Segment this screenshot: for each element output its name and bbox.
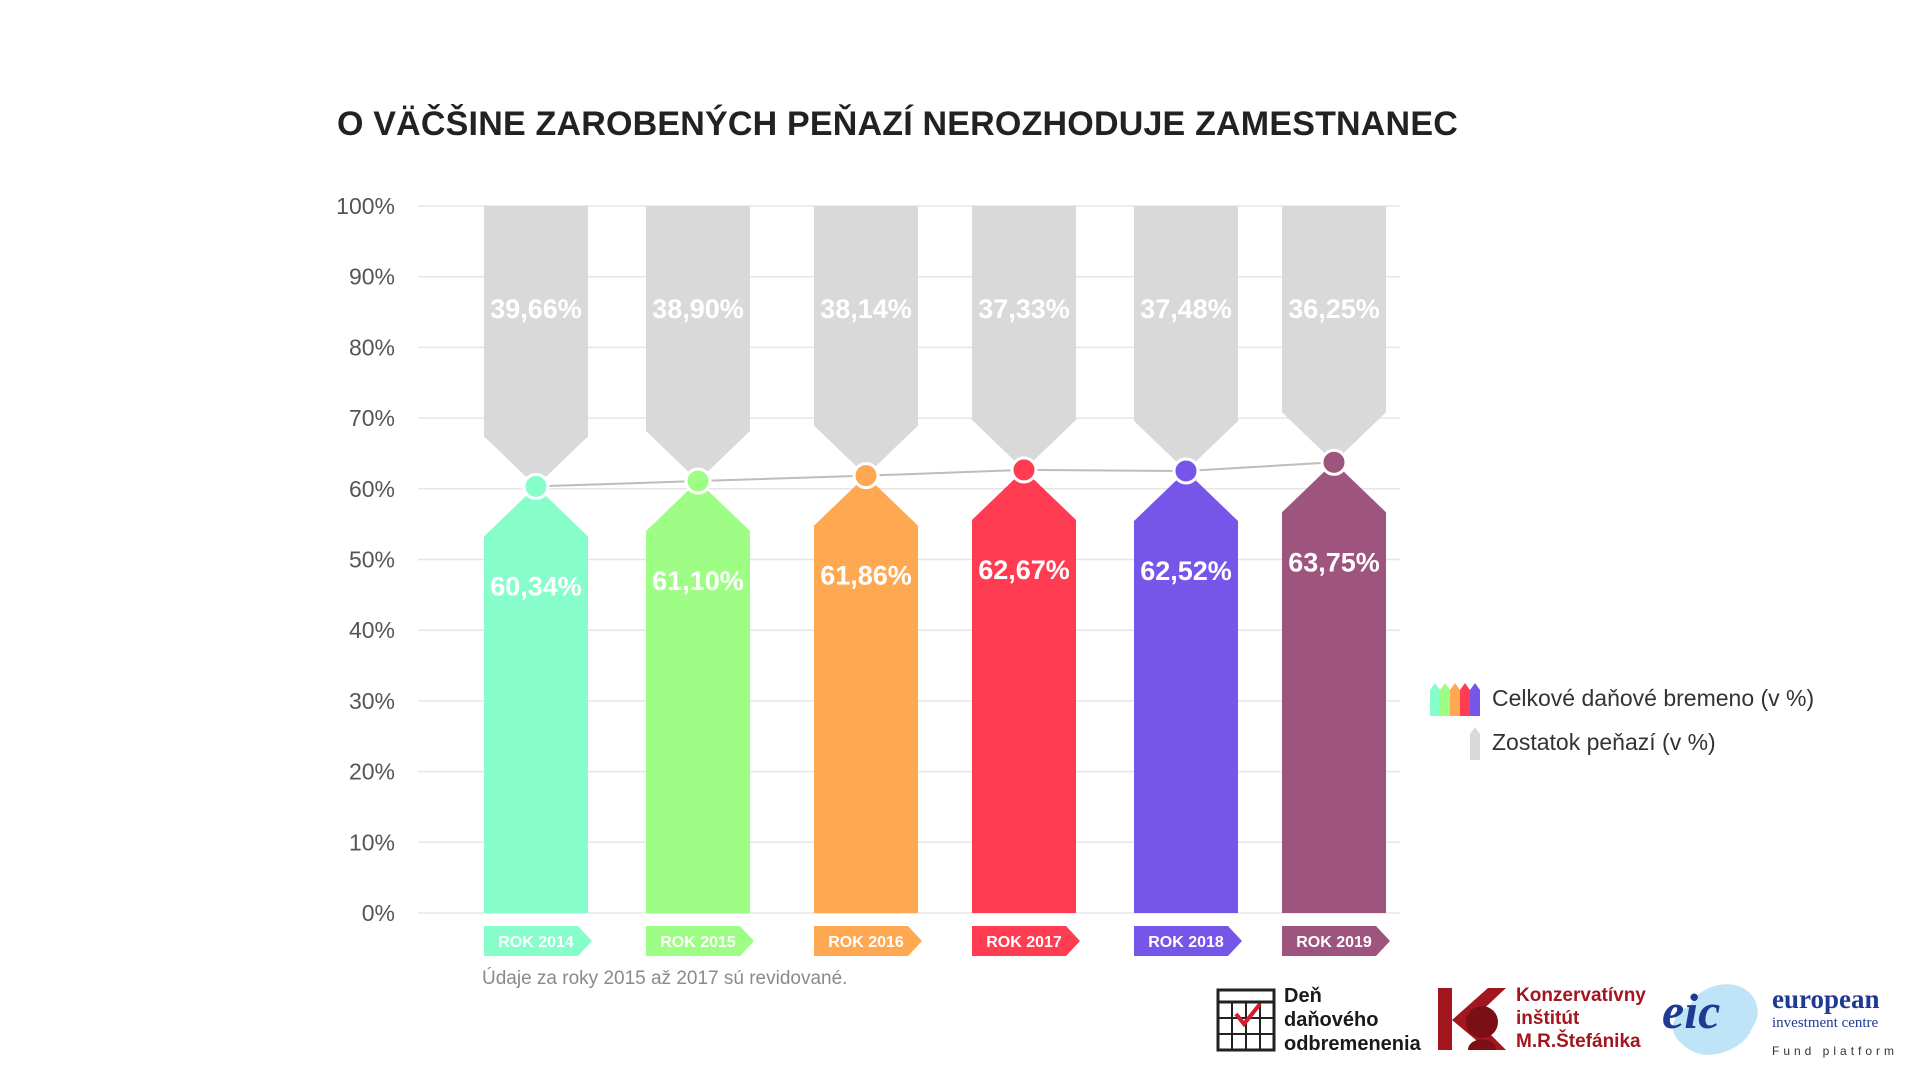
grey-arrow-icon — [1470, 727, 1480, 760]
y-tick-label: 40% — [349, 617, 395, 643]
portrait-emblem-icon — [1438, 988, 1506, 1050]
bar-remainder — [814, 206, 918, 476]
logo-den-line: Deň — [1284, 985, 1322, 1007]
tax-value-label: 62,67% — [978, 555, 1070, 585]
logo-eic-mark: eic — [1662, 983, 1721, 1039]
bar-tax-burden — [814, 475, 918, 913]
bar-tax-burden — [972, 469, 1076, 913]
data-point — [1010, 456, 1038, 484]
tax-value-label: 62,52% — [1140, 556, 1232, 586]
bar-remainder — [646, 206, 750, 482]
data-labels: 60,34% 39,66% 61,10% 38,90% 61,86% 38,14% 62,6… — [490, 294, 1380, 601]
logo-kimrs-line: inštitút — [1516, 1008, 1580, 1029]
category-label: ROK 2018 — [1148, 934, 1224, 951]
tax-value-label: 63,75% — [1288, 547, 1380, 577]
data-point — [684, 467, 712, 495]
logo-european-investment-centre: eic european investment centre Fund plat… — [1660, 972, 1918, 1064]
logo-kimrs-line: M.R.Štefánika — [1516, 1031, 1641, 1052]
category-label: ROK 2015 — [660, 934, 736, 951]
category-tag — [1134, 926, 1242, 956]
y-axis-ticks: 0% 10% 20% 30% 40% 50% 60% 70% 80% 90% 100% — [336, 193, 395, 926]
tax-value-label: 61,10% — [652, 566, 744, 596]
data-point — [852, 462, 880, 490]
tax-value-label: 60,34% — [490, 571, 582, 601]
data-point — [1172, 457, 1200, 485]
category-tag — [646, 926, 754, 956]
y-tick-label: 80% — [349, 334, 395, 360]
category-label: ROK 2016 — [828, 934, 904, 951]
category-tag — [972, 926, 1080, 956]
tax-value-label: 61,86% — [820, 561, 912, 591]
category-label: ROK 2019 — [1296, 934, 1372, 951]
logo-konzervativny-institut: Konzervatívny inštitút M.R.Štefánika — [1434, 984, 1664, 1056]
logo-kimrs-line: Konzervatívny — [1516, 985, 1646, 1006]
y-tick-label: 30% — [349, 688, 395, 714]
connector-line — [522, 448, 1348, 500]
bar-tax-burden — [484, 486, 588, 913]
category-label: ROK 2014 — [498, 934, 574, 951]
bar-remainder — [484, 206, 588, 487]
y-tick-label: 20% — [349, 759, 395, 785]
legend-tax-label: Celkové daňové bremeno (v %) — [1492, 684, 1815, 711]
remainder-value-label: 37,48% — [1140, 294, 1232, 324]
bar-tax-burden — [1134, 470, 1238, 913]
data-point — [1320, 448, 1348, 476]
data-point — [522, 472, 550, 500]
bar-tax-burden — [1282, 462, 1386, 913]
y-tick-label: 0% — [362, 900, 395, 926]
y-tick-label: 70% — [349, 405, 395, 431]
chart-title: O VÄČŠINE ZAROBENÝCH PEŇAZÍ NEROZHODUJE … — [337, 105, 1458, 143]
logo-eic-line1: european — [1772, 984, 1880, 1014]
y-tick-label: 90% — [349, 264, 395, 290]
bar-remainder — [1282, 206, 1386, 463]
category-tag — [484, 926, 592, 956]
logo-den-line: daňového — [1284, 1009, 1379, 1031]
remainder-value-label: 39,66% — [490, 294, 582, 324]
logo-den-danoveho-odbremenenia: Deň daňového odbremenenia — [1216, 984, 1426, 1056]
bar-remainder — [1134, 206, 1238, 471]
logo-eic-line2: investment centre — [1772, 1015, 1879, 1031]
logo-den-line: odbremenenia — [1284, 1033, 1421, 1055]
trend-line — [535, 461, 1335, 488]
europe-map-icon — [1673, 984, 1758, 1055]
category-tags: ROK 2014 ROK 2015 ROK 2016 ROK 2017 ROK 2018… — [484, 926, 1390, 956]
legend-rest-label: Zostatok peňazí (v %) — [1492, 728, 1716, 755]
rainbow-arrows-icon — [1430, 683, 1480, 716]
y-tick-label: 100% — [336, 193, 395, 219]
legend-item-tax: Celkové daňové bremeno (v %) — [1430, 680, 1814, 716]
category-label: ROK 2017 — [986, 934, 1062, 951]
stacked-bar-chart: 0% 10% 20% 30% 40% 50% 60% 70% 80% 90% 100% 60,34%… — [336, 193, 1400, 956]
logo-eic-line3: Fund platform — [1772, 1044, 1899, 1058]
category-tag — [814, 926, 922, 956]
calendar-check-icon — [1216, 988, 1276, 1052]
y-tick-label: 10% — [349, 829, 395, 855]
bar-tax-burden — [646, 481, 750, 913]
legend-item-rest: Zostatok peňazí (v %) — [1430, 724, 1716, 760]
y-tick-label: 50% — [349, 547, 395, 573]
remainder-value-label: 37,33% — [978, 294, 1070, 324]
footnote: Údaje za roky 2015 až 2017 sú revidované… — [482, 968, 848, 989]
bar-remainder — [972, 206, 1076, 470]
bars — [484, 206, 1386, 913]
remainder-value-label: 38,14% — [820, 294, 912, 324]
y-tick-label: 60% — [349, 476, 395, 502]
remainder-value-label: 36,25% — [1288, 294, 1380, 324]
category-tag — [1282, 926, 1390, 956]
remainder-value-label: 38,90% — [652, 294, 744, 324]
